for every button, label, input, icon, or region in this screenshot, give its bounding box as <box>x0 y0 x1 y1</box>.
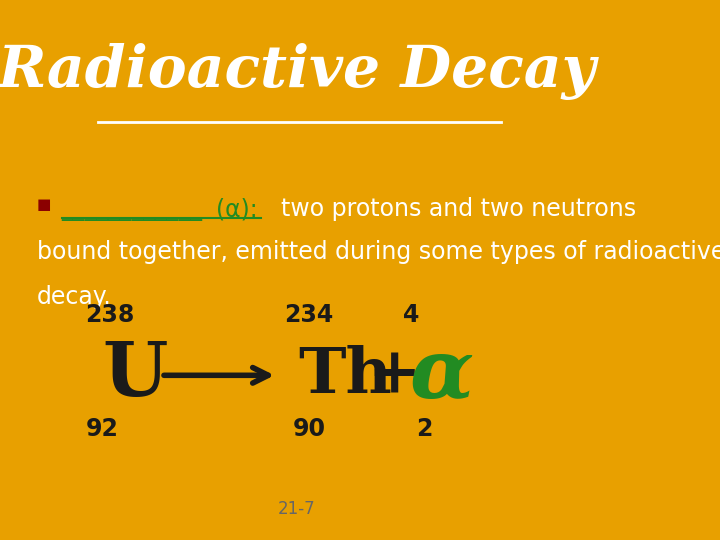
Text: +: + <box>367 345 420 406</box>
Text: 2: 2 <box>416 417 433 441</box>
Text: decay.: decay. <box>37 285 112 308</box>
Text: (α):: (α): <box>217 197 258 221</box>
Text: 234: 234 <box>284 303 333 327</box>
Text: 92: 92 <box>86 417 118 441</box>
Text: Th: Th <box>298 345 392 406</box>
Text: Radioactive Decay: Radioactive Decay <box>0 43 596 100</box>
Text: 21-7: 21-7 <box>278 501 315 518</box>
Text: 90: 90 <box>293 417 325 441</box>
Text: bound together, emitted during some types of radioactive: bound together, emitted during some type… <box>37 240 720 264</box>
Text: α: α <box>410 335 474 415</box>
Text: 238: 238 <box>86 303 135 327</box>
Text: U: U <box>102 339 168 412</box>
Text: 4: 4 <box>402 303 419 327</box>
Text: two protons and two neutrons: two protons and two neutrons <box>266 197 636 221</box>
Text: ____________: ____________ <box>62 197 203 221</box>
Text: ■: ■ <box>37 197 51 212</box>
